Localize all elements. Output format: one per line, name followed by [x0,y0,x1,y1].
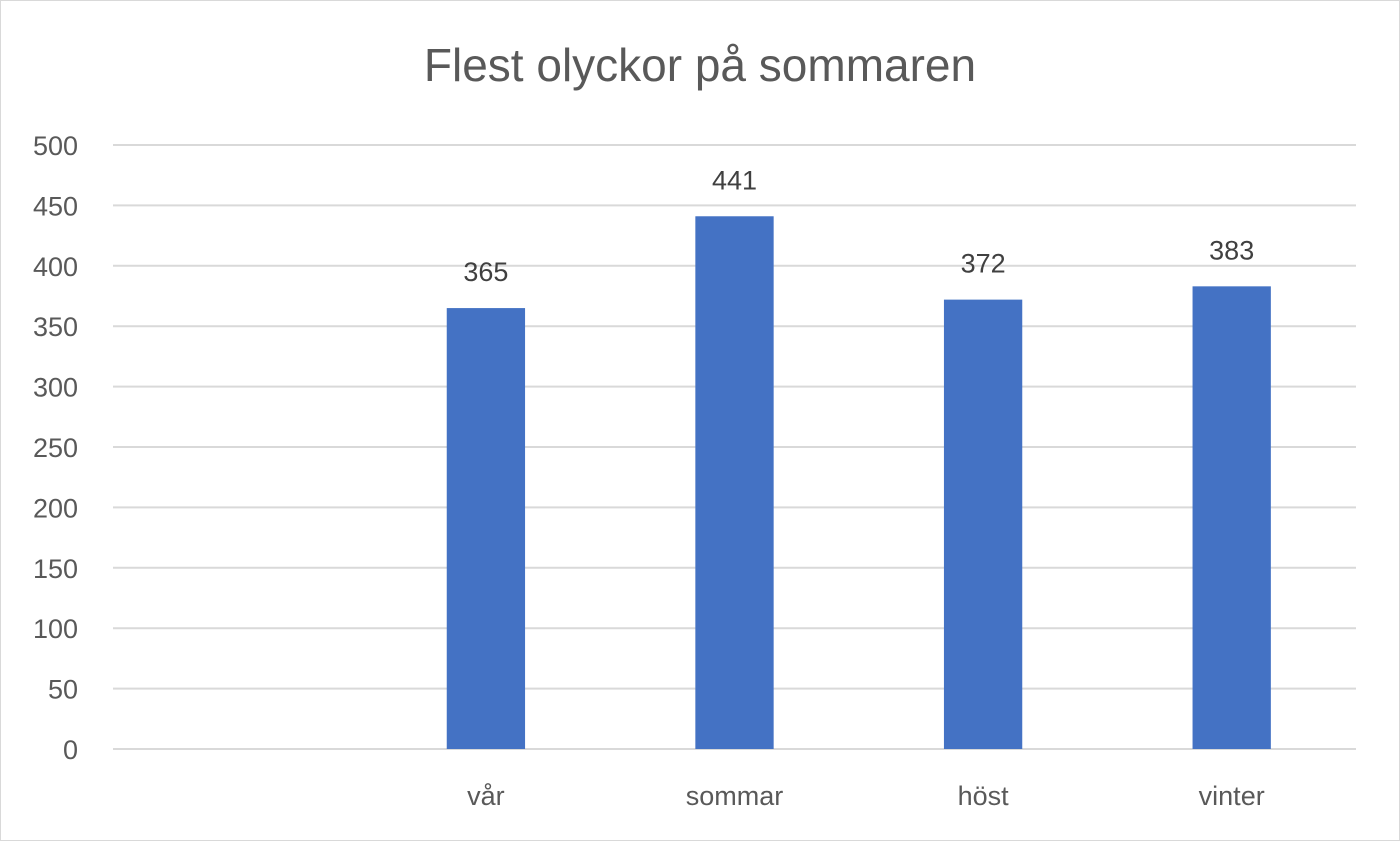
data-label-sommar: 441 [712,165,757,195]
category-label-höst: höst [958,781,1010,811]
category-label-vår: vår [467,781,505,811]
data-label-vinter: 383 [1209,235,1254,265]
data-labels: 365 441 372 383 [463,165,1254,287]
y-tick-label: 0 [63,735,78,765]
bar-vinter [1192,286,1271,749]
bar-vår [446,308,526,749]
y-axis-ticks: 0 50 100 150 200 250 300 350 400 450 500 [33,131,78,765]
data-label-höst: 372 [961,249,1006,279]
y-tick-label: 500 [33,131,78,161]
y-tick-label: 450 [33,191,78,221]
bar-sommar [695,216,774,750]
y-tick-label: 300 [33,373,78,403]
y-tick-label: 250 [33,433,78,463]
category-label-sommar: sommar [686,781,784,811]
y-tick-label: 400 [33,252,78,282]
y-tick-label: 350 [33,312,78,342]
y-tick-label: 50 [48,675,78,705]
chart-title: Flest olyckor på sommaren [423,39,977,91]
y-tick-label: 200 [33,493,78,523]
category-label-vinter: vinter [1199,781,1265,811]
bars [446,216,1271,750]
bar-höst [943,299,1023,749]
y-tick-label: 150 [33,554,78,584]
y-tick-label: 100 [33,614,78,644]
data-label-vår: 365 [463,257,508,287]
x-axis-categories: vår sommar höst vinter [467,781,1265,811]
